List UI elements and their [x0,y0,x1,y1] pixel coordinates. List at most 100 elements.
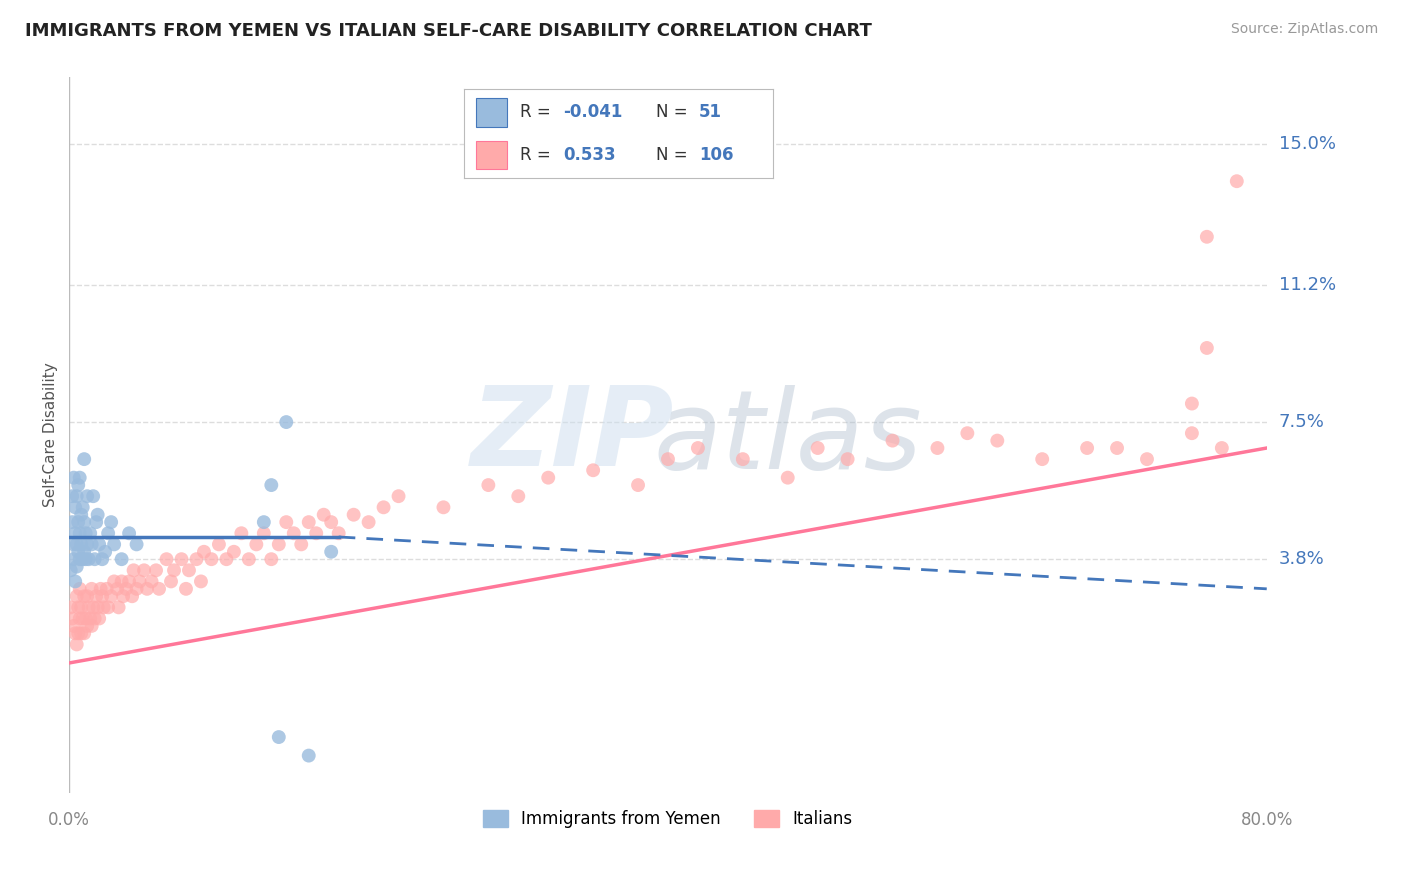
Point [90,582,112,596]
Point [62,552,84,566]
Point [77,600,100,615]
Point [115,582,138,596]
Text: ZIP: ZIP [471,382,673,489]
Point [84,515,107,529]
Text: R =: R = [520,103,555,121]
Point [686,441,709,455]
Point [86,508,108,522]
Point [79,526,101,541]
Point [91,552,114,566]
Text: 0.533: 0.533 [562,146,616,164]
Point [245,537,267,551]
Point [66,559,89,574]
Bar [477,141,508,169]
Point [927,441,949,455]
Point [69,526,91,541]
Point [276,415,298,429]
Point [67,478,90,492]
Point [70,626,93,640]
Point [1181,426,1204,441]
Point [267,730,290,744]
Point [145,563,167,577]
Point [112,589,135,603]
Bar [477,98,508,127]
Point [222,545,245,559]
Point [89,611,111,625]
Point [91,589,114,603]
Point [59,600,82,615]
Point [63,626,86,640]
Point [312,508,335,522]
Point [63,574,86,589]
Point [160,574,183,589]
Point [141,574,163,589]
Point [60,515,83,529]
Point [387,489,409,503]
Point [121,589,143,603]
Point [1211,441,1233,455]
Point [70,537,93,551]
Point [190,574,212,589]
Point [83,552,105,566]
Point [80,537,103,551]
Point [69,582,91,596]
Point [73,452,96,467]
Text: atlas: atlas [654,385,922,492]
Point [83,611,105,625]
Point [76,619,98,633]
Point [60,611,83,625]
Legend: Immigrants from Yemen, Italians: Immigrants from Yemen, Italians [477,803,859,834]
Point [1195,341,1218,355]
Point [76,589,98,603]
Point [97,600,120,615]
Point [94,545,117,559]
Point [66,489,89,503]
Point [96,582,118,596]
Point [72,500,94,515]
Point [118,574,141,589]
Point [100,589,122,603]
Point [80,582,103,596]
Point [432,500,454,515]
Point [60,489,83,503]
Point [82,489,104,503]
Point [128,574,150,589]
Text: 51: 51 [699,103,723,121]
Text: 106: 106 [699,146,734,164]
Point [373,500,395,515]
Point [66,637,89,651]
Point [66,589,89,603]
Text: N =: N = [655,146,693,164]
Point [260,478,283,492]
Point [163,563,186,577]
Point [67,515,90,529]
Point [72,611,94,625]
Point [776,470,799,484]
Point [177,563,200,577]
Point [1105,441,1128,455]
Point [84,589,107,603]
Y-axis label: Self-Care Disability: Self-Care Disability [44,363,58,508]
Point [69,552,91,566]
Point [267,537,290,551]
Point [82,600,104,615]
Point [148,582,170,596]
Point [537,470,560,484]
Point [882,434,904,448]
Point [807,441,830,455]
Point [174,582,197,596]
Point [69,470,91,484]
Point [582,463,605,477]
Point [63,526,86,541]
Point [208,537,231,551]
Point [70,600,93,615]
Point [73,589,96,603]
Point [118,526,141,541]
Point [93,600,115,615]
Point [107,600,129,615]
Text: -0.041: -0.041 [562,103,623,121]
Point [77,552,100,566]
Text: 7.5%: 7.5% [1278,413,1324,431]
Text: N =: N = [655,103,693,121]
Point [100,515,122,529]
